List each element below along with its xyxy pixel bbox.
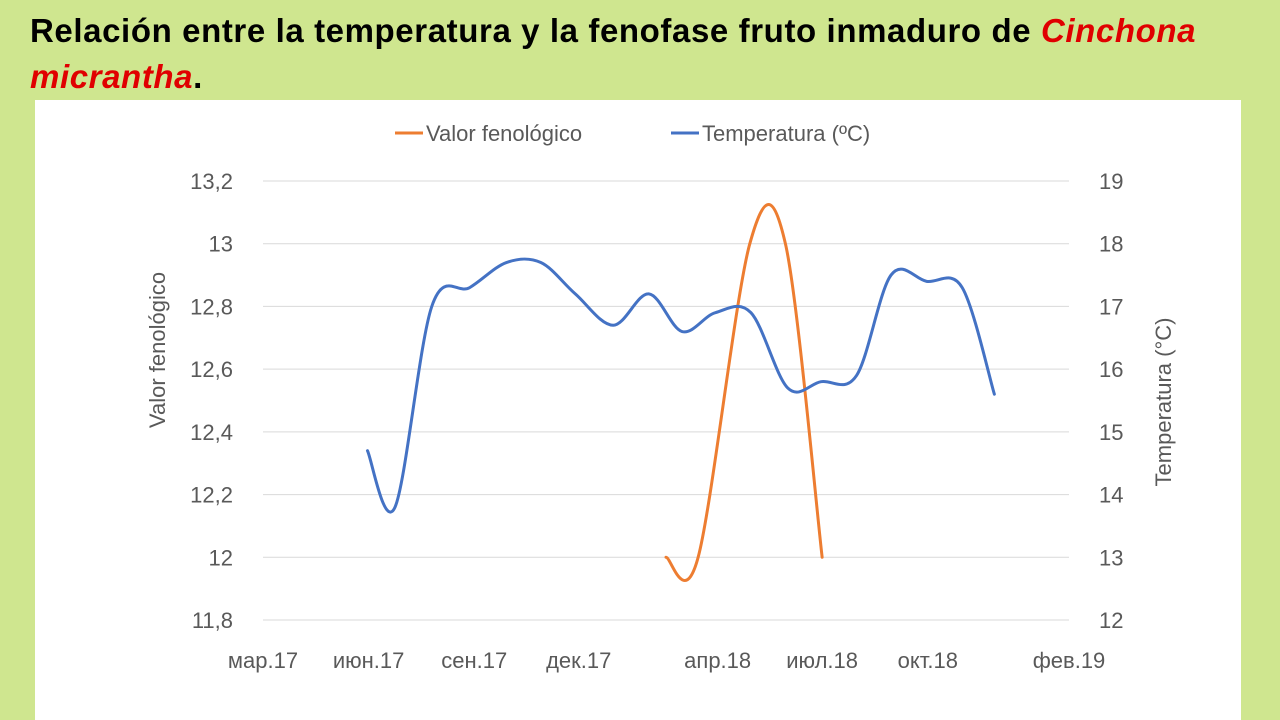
gridlines bbox=[263, 180, 1069, 621]
legend-label-phenology: Valor fenológico bbox=[426, 121, 582, 146]
y-right-tick-label: 19 bbox=[1099, 169, 1123, 194]
slide-title: Relación entre la temperatura y la fenof… bbox=[30, 8, 1250, 100]
y-axis-right-title: Temperatura (°C) bbox=[1151, 318, 1176, 487]
y-left-tick-label: 12 bbox=[209, 545, 233, 570]
y-left-tick-label: 12,8 bbox=[190, 294, 233, 319]
legend: Valor fenológico Temperatura (ºC) bbox=[395, 121, 870, 146]
chart-panel: 11,8 12 12,2 12,4 12,6 12,8 13 13,2 12 13 14 15 16 17… bbox=[35, 100, 1241, 720]
x-tick-label: дек.17 bbox=[546, 648, 611, 673]
y-left-tick-label: 13 bbox=[209, 232, 233, 257]
x-tick-label: мар.17 bbox=[228, 648, 298, 673]
axis-ticks: 11,8 12 12,2 12,4 12,6 12,8 13 13,2 12 13 14 15 16 17… bbox=[190, 169, 1123, 673]
phenology-temperature-chart: 11,8 12 12,2 12,4 12,6 12,8 13 13,2 12 13 14 15 16 17… bbox=[145, 121, 1176, 673]
y-right-tick-label: 12 bbox=[1099, 608, 1123, 633]
y-right-tick-label: 15 bbox=[1099, 420, 1123, 445]
x-tick-label: фев.19 bbox=[1033, 648, 1106, 673]
slide-title-species: Cinchona micrantha bbox=[30, 12, 1197, 95]
x-tick-label: окт.18 bbox=[898, 648, 958, 673]
x-tick-label: апр.18 bbox=[684, 648, 751, 673]
y-axis-left-title: Valor fenológico bbox=[145, 272, 170, 428]
series-line-phenology bbox=[664, 203, 824, 582]
slide-title-text: Relación entre la temperatura y la fenof… bbox=[30, 12, 1041, 49]
y-left-tick-label: 12,2 bbox=[190, 483, 233, 508]
x-tick-label: сен.17 bbox=[441, 648, 507, 673]
y-left-tick-label: 13,2 bbox=[190, 169, 233, 194]
y-left-tick-label: 12,6 bbox=[190, 357, 233, 382]
y-right-tick-label: 17 bbox=[1099, 294, 1123, 319]
legend-label-temperature: Temperatura (ºC) bbox=[702, 121, 870, 146]
slide-title-end: . bbox=[193, 58, 203, 95]
series-lines bbox=[365, 203, 996, 582]
y-right-tick-label: 18 bbox=[1099, 232, 1123, 257]
series-line-temperature bbox=[365, 257, 996, 514]
y-right-tick-label: 16 bbox=[1099, 357, 1123, 382]
x-tick-label: июл.18 bbox=[786, 648, 858, 673]
y-right-tick-label: 14 bbox=[1099, 483, 1123, 508]
x-tick-label: июн.17 bbox=[333, 648, 405, 673]
y-right-tick-label: 13 bbox=[1099, 545, 1123, 570]
y-left-tick-label: 12,4 bbox=[190, 420, 233, 445]
y-left-tick-label: 11,8 bbox=[192, 608, 233, 633]
